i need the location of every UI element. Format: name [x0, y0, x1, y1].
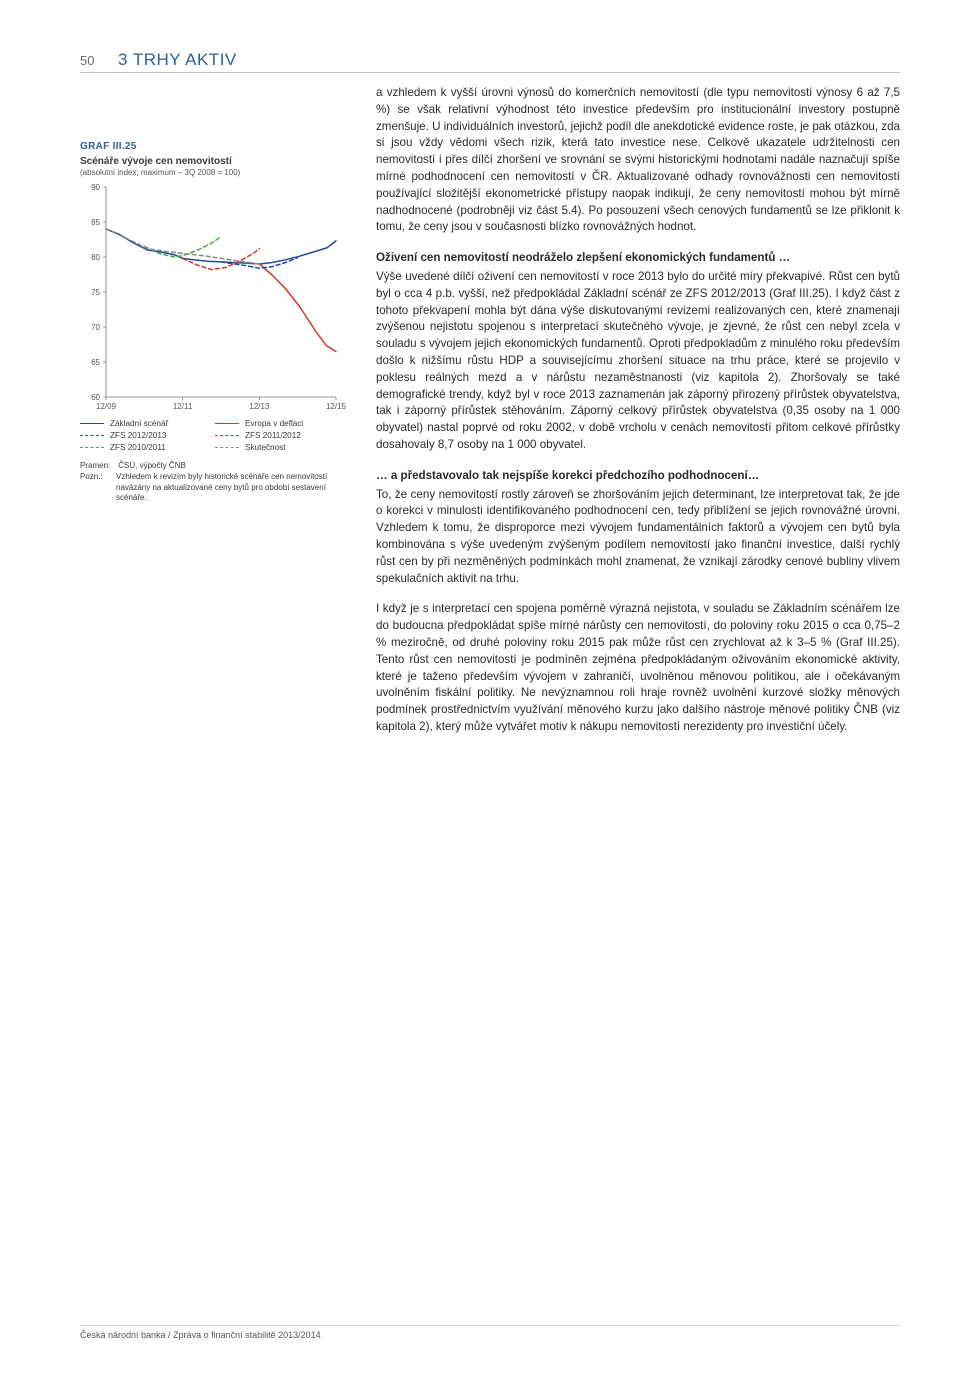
svg-text:80: 80: [91, 253, 100, 262]
chart-legend: Základní scénář Evropa v deflaci ZFS 2012/…: [80, 419, 350, 455]
page-footer: Česká národní banka / Zpráva o finanční …: [80, 1325, 900, 1340]
body-p2: Výše uvedené dílčí oživení cen nemovitos…: [376, 269, 900, 454]
legend-label: Evropa v deflaci: [245, 419, 303, 428]
legend-item: ZFS 2010/2011: [80, 443, 215, 452]
chart: 60 65 70 75 80 85 90 12/09 12/11 12/13 12/15: [80, 183, 350, 413]
svg-text:65: 65: [91, 358, 100, 367]
page: 50 3 TRHY AKTIV GRAF III.25 Scénáře vývo…: [0, 0, 960, 1376]
source-pramen: Pramen: ČSÚ, výpočty ČNB: [80, 461, 350, 472]
svg-text:60: 60: [91, 393, 100, 402]
legend-label: ZFS 2010/2011: [110, 443, 166, 452]
chart-source: Pramen: ČSÚ, výpočty ČNB Pozn.: Vzhledem…: [80, 461, 350, 504]
chart-svg: 60 65 70 75 80 85 90 12/09 12/11 12/13 12/15: [80, 183, 350, 413]
legend-label: Základní scénář: [110, 419, 168, 428]
legend-label: ZFS 2012/2013: [110, 431, 166, 440]
body-p4: I když je s interpretací cen spojena pom…: [376, 601, 900, 735]
svg-text:75: 75: [91, 288, 100, 297]
body-subhead-1: Oživení cen nemovitostí neodráželo zlepš…: [376, 250, 900, 267]
svg-text:90: 90: [91, 183, 100, 192]
page-number: 50: [80, 53, 104, 68]
source-pozn: Pozn.: Vzhledem k revizím byly historick…: [80, 472, 350, 504]
legend-swatch: [215, 447, 239, 448]
legend-swatch: [80, 435, 104, 436]
legend-label: Skutečnost: [245, 443, 286, 452]
svg-text:70: 70: [91, 323, 100, 332]
chart-subtitle: (absolutní index; maximum – 3Q 2008 = 10…: [80, 168, 350, 177]
svg-text:12/15: 12/15: [326, 402, 347, 411]
legend-item: Evropa v deflaci: [215, 419, 350, 428]
svg-text:12/11: 12/11: [173, 402, 193, 411]
legend-item: ZFS 2012/2013: [80, 431, 215, 440]
legend-item: Základní scénář: [80, 419, 215, 428]
legend-label: ZFS 2011/2012: [245, 431, 301, 440]
legend-swatch: [80, 447, 104, 448]
right-column: a vzhledem k vyšší úrovni výnosů do kome…: [376, 85, 900, 750]
svg-text:12/09: 12/09: [96, 402, 117, 411]
body-subhead-2: … a představovalo tak nejspíše korekci p…: [376, 468, 900, 485]
page-header: 50 3 TRHY AKTIV: [80, 50, 900, 73]
legend-swatch: [215, 423, 239, 424]
chart-title: Scénáře vývoje cen nemovitostí: [80, 156, 350, 167]
chart-label: GRAF III.25: [80, 141, 350, 152]
legend-swatch: [80, 423, 104, 424]
legend-swatch: [215, 435, 239, 436]
svg-text:12/13: 12/13: [249, 402, 270, 411]
body-p1: a vzhledem k vyšší úrovni výnosů do kome…: [376, 85, 900, 236]
svg-text:85: 85: [91, 218, 100, 227]
content-columns: GRAF III.25 Scénáře vývoje cen nemovitos…: [80, 85, 900, 750]
legend-item: Skutečnost: [215, 443, 350, 452]
body-p3: To, že ceny nemovitostí rostly zároveň s…: [376, 487, 900, 588]
left-column: GRAF III.25 Scénáře vývoje cen nemovitos…: [80, 85, 350, 750]
section-title: 3 TRHY AKTIV: [118, 50, 237, 70]
legend-item: ZFS 2011/2012: [215, 431, 350, 440]
